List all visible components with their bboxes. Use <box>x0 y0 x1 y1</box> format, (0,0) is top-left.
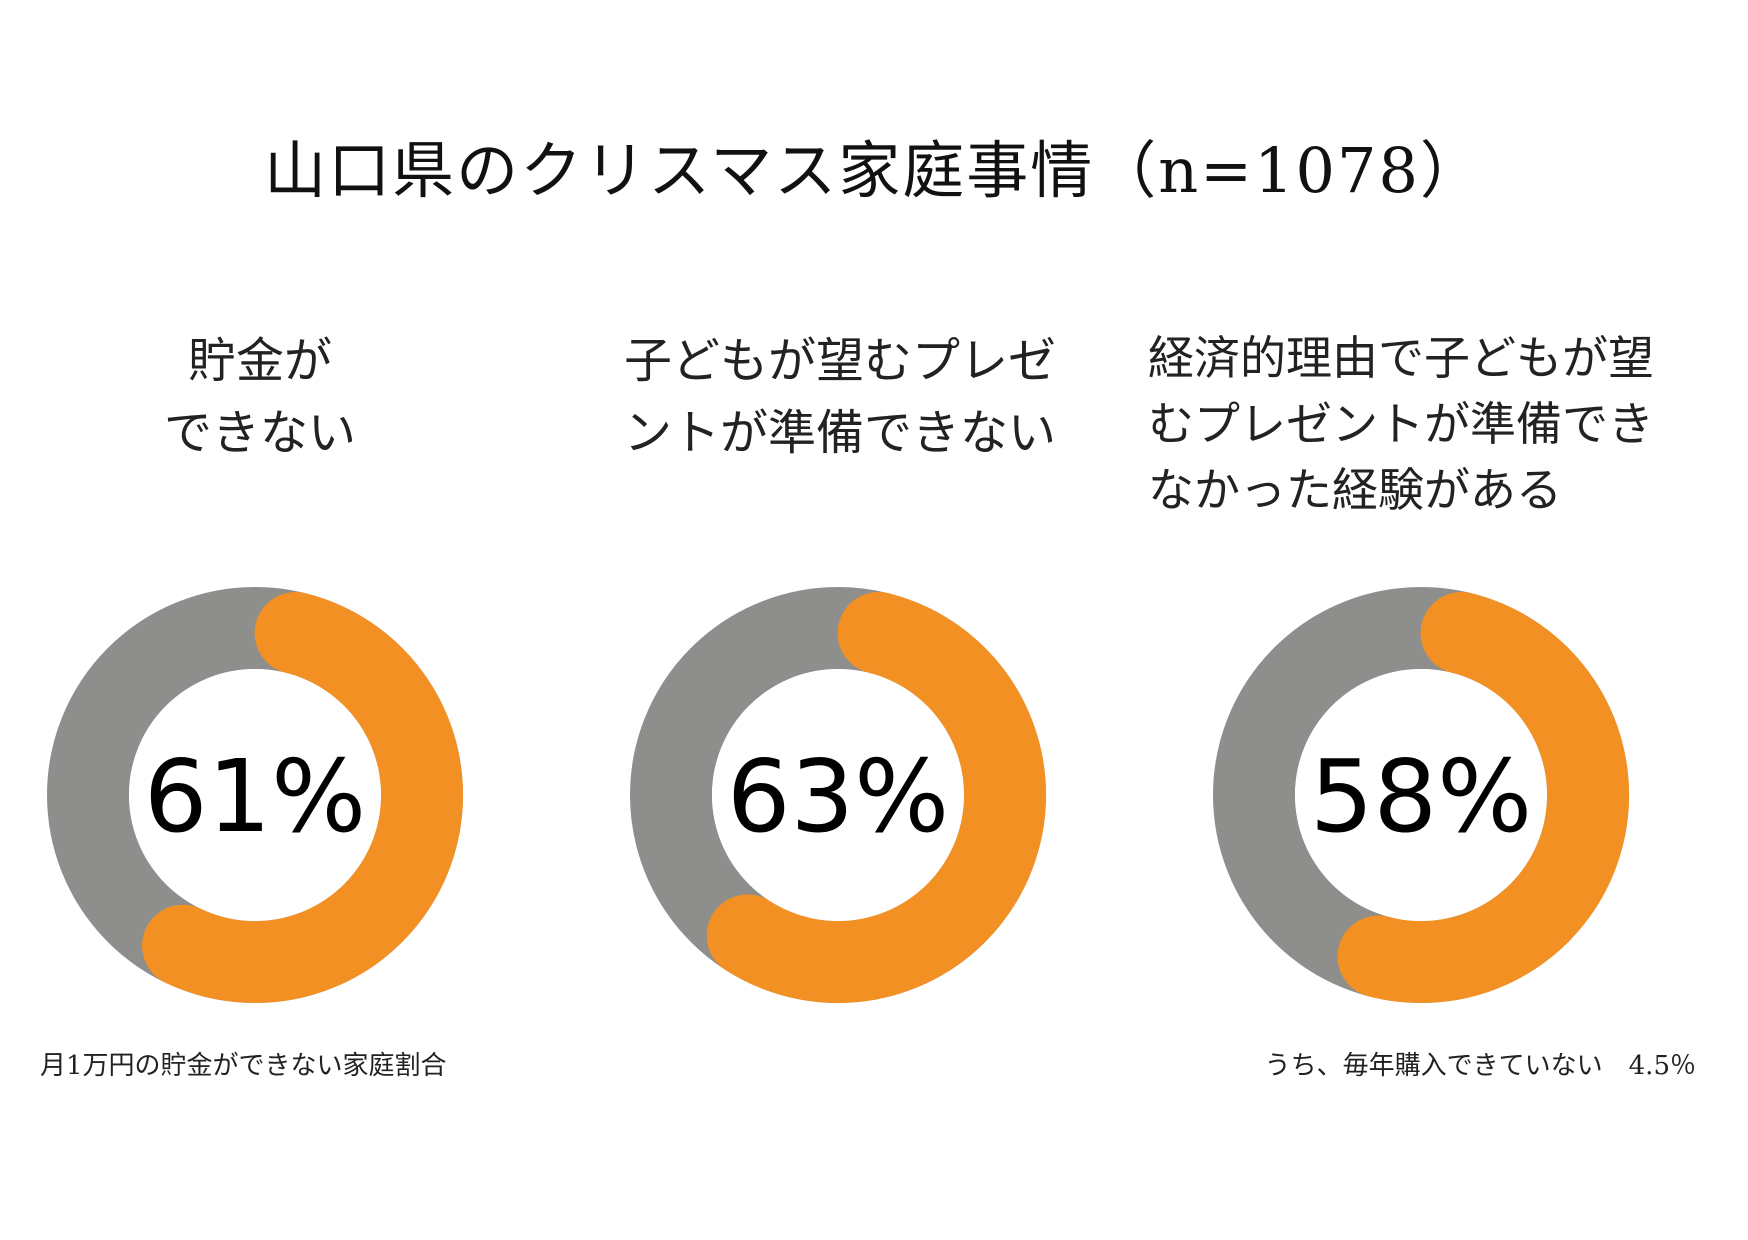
percent-label: 58% <box>1310 738 1532 855</box>
donut-arc <box>142 592 463 1003</box>
donut-center <box>1295 669 1547 921</box>
donut-arc <box>706 592 1046 1003</box>
donut-chart-1: 61% <box>45 585 465 1005</box>
percent-label: 63% <box>727 738 949 855</box>
question-2-label: 子どもが望むプレゼ ントが準備できない <box>623 333 1056 461</box>
donut-chart-2: 63% <box>628 585 1048 1005</box>
donut-center <box>129 669 381 921</box>
question-1-label: 貯金が できない <box>163 333 356 461</box>
donut-arc <box>1337 592 1630 1004</box>
chart-3-note: うち、毎年購入できていない 4.5％ <box>1264 1051 1696 1081</box>
page-title: 山口県のクリスマス家庭事情（n=1078） <box>264 134 1484 207</box>
donut-center <box>712 669 964 921</box>
percent-label: 61% <box>144 738 366 855</box>
donut-chart-3: 58% <box>1211 585 1631 1005</box>
chart-1-note: 月1万円の貯金ができない家庭割合 <box>40 1051 447 1081</box>
question-3-label: 経済的理由で子どもが望 むプレゼントが準備でき なかった経験がある <box>1148 331 1654 517</box>
